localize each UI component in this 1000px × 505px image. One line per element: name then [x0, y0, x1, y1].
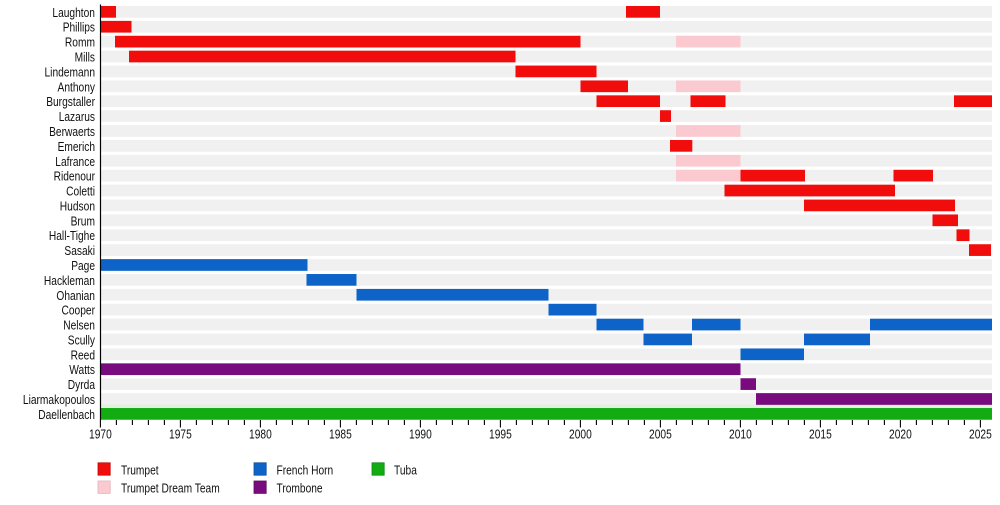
svg-text:Coletti: Coletti [66, 184, 95, 199]
svg-text:Cooper: Cooper [62, 303, 96, 318]
svg-text:French Horn: French Horn [277, 462, 334, 477]
svg-text:Nelsen: Nelsen [63, 318, 95, 333]
svg-text:Hudson: Hudson [60, 198, 95, 213]
svg-text:Romm: Romm [65, 35, 95, 50]
svg-text:Berwaerts: Berwaerts [49, 124, 95, 139]
svg-text:Lindemann: Lindemann [45, 64, 96, 79]
svg-text:Lafrance: Lafrance [55, 154, 95, 169]
svg-text:Anthony: Anthony [58, 79, 96, 94]
svg-text:Burgstaller: Burgstaller [46, 94, 95, 109]
svg-text:1985: 1985 [329, 427, 352, 442]
svg-text:2010: 2010 [729, 427, 752, 442]
svg-text:Page: Page [71, 258, 95, 273]
svg-text:Ridenour: Ridenour [54, 169, 96, 184]
svg-text:Laughton: Laughton [52, 5, 95, 20]
svg-text:2015: 2015 [809, 427, 832, 442]
svg-text:Trumpet Dream Team: Trumpet Dream Team [121, 481, 220, 496]
svg-text:Dyrda: Dyrda [68, 377, 96, 392]
svg-text:Ohanian: Ohanian [56, 288, 95, 303]
svg-text:Brum: Brum [71, 213, 95, 228]
svg-text:1995: 1995 [489, 427, 512, 442]
svg-text:2020: 2020 [889, 427, 912, 442]
svg-text:Emerich: Emerich [58, 139, 95, 154]
svg-text:Liarmakopoulos: Liarmakopoulos [23, 392, 95, 407]
svg-text:Tuba: Tuba [394, 462, 417, 477]
svg-text:2025: 2025 [969, 427, 992, 442]
svg-text:Watts: Watts [69, 362, 95, 377]
svg-text:2005: 2005 [649, 427, 672, 442]
svg-text:Scully: Scully [68, 332, 96, 347]
svg-text:Reed: Reed [71, 347, 95, 362]
svg-text:Lazarus: Lazarus [59, 109, 96, 124]
svg-text:Hackleman: Hackleman [44, 273, 95, 288]
svg-text:Trumpet: Trumpet [121, 462, 159, 477]
svg-text:Sasaki: Sasaki [64, 243, 95, 258]
svg-text:Mills: Mills [75, 50, 96, 65]
svg-text:1970: 1970 [89, 427, 112, 442]
svg-text:1975: 1975 [169, 427, 192, 442]
svg-text:1990: 1990 [409, 427, 432, 442]
svg-text:Daellenbach: Daellenbach [38, 407, 95, 422]
svg-text:Trombone: Trombone [277, 481, 323, 496]
svg-text:1980: 1980 [249, 427, 272, 442]
svg-text:2000: 2000 [569, 427, 592, 442]
svg-text:Phillips: Phillips [63, 20, 96, 35]
svg-text:Hall-Tighe: Hall-Tighe [49, 228, 95, 243]
